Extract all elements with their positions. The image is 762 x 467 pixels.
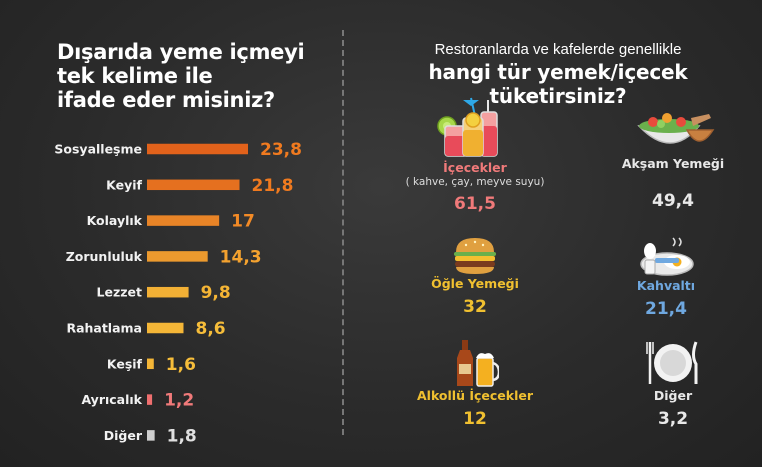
right-subtitle: Restoranlarda ve kafelerde genellikle <box>434 41 682 58</box>
category-label: Lezzet <box>97 285 142 300</box>
bar-value-label: 9,8 <box>201 283 231 303</box>
category-label: Öğle Yemeği <box>431 276 519 291</box>
category-label: Zorunluluk <box>66 249 143 264</box>
category-label: Diğer <box>653 388 693 403</box>
category-value: 3,2 <box>657 409 689 429</box>
category-label: Kolaylık <box>87 213 143 228</box>
burger-icon <box>454 238 496 274</box>
beer-icon <box>457 340 499 387</box>
breakfast-icon <box>640 237 694 276</box>
bar <box>147 322 184 334</box>
bar <box>147 286 189 298</box>
drinks-icon <box>437 97 498 157</box>
panel-divider <box>342 30 344 435</box>
bar-value-label: 21,8 <box>252 176 294 196</box>
category-label: Ayrıcalık <box>81 392 142 407</box>
category-value: 21,4 <box>645 299 687 319</box>
category-label: Akşam Yemeği <box>621 156 725 171</box>
category-dinner: Akşam Yemeği 49,4 <box>588 104 758 212</box>
bar-value-label: 23,8 <box>260 140 302 160</box>
plate-icon <box>646 341 698 384</box>
category-alcoholic-drinks: Alkollü İçecekler 12 <box>390 338 560 430</box>
bar <box>147 215 220 226</box>
category-label: İçecekler <box>443 160 507 175</box>
bar-value-label: 1,6 <box>166 355 196 375</box>
category-value: 61,5 <box>454 194 496 214</box>
category-label: Diğer <box>104 428 143 443</box>
bar <box>147 179 240 191</box>
bar <box>147 394 153 405</box>
category-other: Diğer 3,2 <box>588 338 758 430</box>
left-title-line: tek kelime ile <box>57 64 213 88</box>
bar-chart: Sosyalleşme 23,8 Keyif 21,8 Kolaylık 17 Zorunl… <box>54 140 302 446</box>
category-breakfast: Kahvaltı 21,4 <box>581 234 751 320</box>
right-title: hangi tür yemek/içecek tüketirsiniz? <box>428 60 688 108</box>
dinner-icon <box>637 113 715 144</box>
bar-value-label: 8,6 <box>195 319 225 339</box>
left-title-line: Dışarıda yeme içmeyi <box>57 40 305 64</box>
bar <box>147 251 208 262</box>
right-question-title: Restoranlarda ve kafelerde genellikle ha… <box>362 40 754 108</box>
bar <box>147 143 248 155</box>
category-label: Keşif <box>107 356 143 371</box>
category-label: Keyif <box>106 177 142 192</box>
bar-value-label: 1,2 <box>164 391 194 411</box>
category-label: Kahvaltı <box>636 278 696 293</box>
category-note: ( kahve, çay, meyve suyu) <box>405 176 545 188</box>
category-value: 32 <box>463 297 487 317</box>
left-question-title: Dışarıda yeme içmeyi tek kelime ile ifad… <box>57 40 327 112</box>
category-label: Rahatlama <box>66 321 142 336</box>
category-value: 12 <box>463 409 487 429</box>
category-drinks: İçecekler ( kahve, çay, meyve suyu) 61,5 <box>390 96 560 215</box>
category-label: Sosyalleşme <box>54 142 142 157</box>
category-label: Alkollü İçecekler <box>416 388 533 403</box>
category-value: 49,4 <box>652 191 694 211</box>
left-title-line: ifade eder misiniz? <box>57 88 275 112</box>
bar-value-label: 14,3 <box>220 247 262 267</box>
bar <box>147 358 154 370</box>
bar-value-label: 17 <box>231 212 255 232</box>
bar-value-label: 1,8 <box>167 426 197 446</box>
bar <box>147 430 155 441</box>
category-lunch: Öğle Yemeği 32 <box>390 236 560 318</box>
